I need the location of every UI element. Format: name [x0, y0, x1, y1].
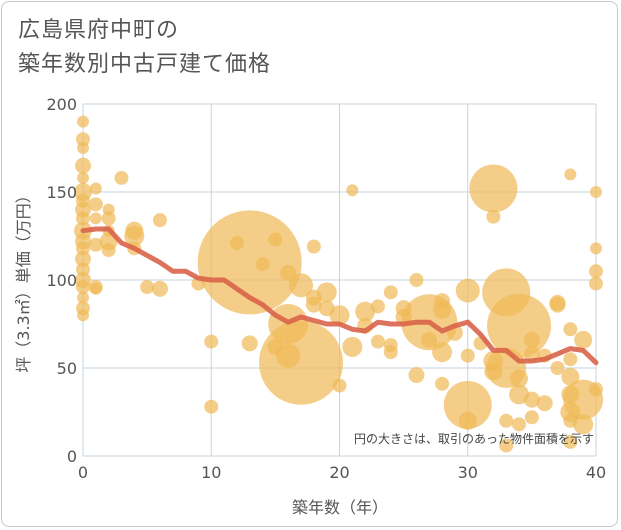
bubble-point	[549, 296, 566, 313]
bubble-point	[512, 417, 527, 432]
bubble-point	[88, 237, 103, 252]
x-tick-label-10: 10	[201, 463, 221, 482]
y-axis-title: 坪（3.3㎡）単価（万円）	[14, 187, 33, 372]
bubble-point	[76, 280, 90, 295]
x-tick-label-40: 40	[586, 463, 606, 482]
bubble-point	[89, 212, 102, 225]
bubble-point	[574, 330, 593, 349]
x-axis-title: 築年数（年）	[292, 498, 388, 517]
bubble-point	[370, 334, 385, 349]
bubble-point	[306, 239, 321, 254]
bubble-point	[564, 168, 577, 181]
bubble-point	[421, 331, 438, 348]
y-tick-label-200: 200	[46, 95, 77, 114]
bubble-point	[101, 211, 116, 226]
bubble-point	[523, 331, 540, 348]
bubble-point	[443, 380, 492, 429]
bubble-point	[89, 282, 102, 295]
bubble-point	[204, 334, 219, 349]
average-price-line	[80, 226, 599, 366]
bubble-point	[77, 291, 89, 304]
bubble-point	[259, 320, 344, 405]
bubble-point	[355, 301, 376, 322]
y-tick-label-50: 50	[57, 359, 77, 378]
bubble-point	[332, 378, 347, 393]
x-tick-label-20: 20	[329, 463, 349, 482]
y-tick-label-100: 100	[46, 271, 77, 290]
bubble-point	[486, 209, 501, 224]
bubble-point	[370, 299, 385, 314]
bubble-point	[408, 367, 425, 384]
bubble-point	[101, 243, 116, 258]
bubble-point	[75, 157, 91, 174]
bubble-point	[152, 213, 167, 228]
bubble-point	[563, 434, 578, 449]
bubble-point	[589, 382, 603, 397]
bubble-point	[383, 285, 398, 300]
bubble-point	[268, 232, 283, 247]
bubble-point	[255, 257, 270, 272]
bubble-point	[204, 399, 219, 414]
bubble-point	[77, 171, 89, 184]
bubble-point	[589, 264, 603, 279]
bubble-point	[77, 142, 89, 154]
bubble-point	[510, 369, 529, 388]
bubble-point	[89, 182, 102, 195]
bubble-point	[563, 322, 578, 337]
x-tick-label-0: 0	[78, 463, 88, 482]
bubble-point	[433, 300, 452, 319]
title-line-2: 築年数別中古戸建て価格	[18, 52, 272, 77]
average-line-series	[80, 226, 599, 366]
y-tick-label-150: 150	[46, 183, 77, 202]
bubble-point	[383, 345, 398, 360]
bubble-point	[305, 296, 322, 313]
bubble-point	[432, 342, 453, 363]
bubble-point	[523, 391, 540, 408]
bubble-series	[74, 115, 604, 453]
bubble-point	[124, 226, 145, 246]
bubble-point	[589, 276, 603, 291]
bubble-point	[435, 376, 450, 391]
bubble-point	[151, 280, 168, 297]
bubble-point	[561, 367, 580, 386]
y-tick-label-0: 0	[67, 447, 77, 466]
bubble-point	[76, 211, 90, 226]
bubble-point	[342, 336, 363, 357]
bubble-point	[280, 264, 297, 281]
bubble-point	[114, 170, 129, 185]
bubble-point	[550, 361, 565, 375]
ticks: 0 10 20 30 40 0 50 100 150 200	[46, 95, 606, 482]
bubble-point	[316, 282, 337, 303]
bubble-point	[499, 438, 514, 453]
bubble-point	[563, 352, 578, 367]
bubble-point	[409, 273, 424, 287]
bubble-point	[140, 280, 155, 295]
bubble-point	[455, 278, 480, 303]
bubble-point	[329, 305, 350, 326]
bubble-point	[241, 335, 258, 352]
bubble-point	[77, 309, 89, 322]
bubble-point	[469, 164, 518, 213]
x-tick-label-30: 30	[458, 463, 478, 482]
bubble-point	[75, 250, 91, 267]
bubble-point	[346, 184, 359, 197]
bubble-point	[289, 273, 314, 298]
bubble-point	[524, 410, 539, 425]
bubble-point	[77, 115, 89, 128]
bubble-point	[590, 186, 602, 198]
bubble-point	[499, 413, 514, 428]
bubble-point	[460, 348, 475, 363]
title-line-1: 広島県府中町の	[18, 18, 180, 43]
bubble-point	[76, 132, 90, 147]
bubble-size-note: 円の大きさは、取引のあった物件面積を示す	[354, 431, 594, 446]
bubble-point	[590, 242, 602, 255]
bubble-point	[536, 395, 553, 412]
chart-title: 広島県府中町の 築年数別中古戸建て価格	[18, 14, 271, 82]
bubble-point	[88, 197, 103, 212]
bubble-point	[458, 411, 477, 430]
bubble-point	[573, 414, 594, 435]
